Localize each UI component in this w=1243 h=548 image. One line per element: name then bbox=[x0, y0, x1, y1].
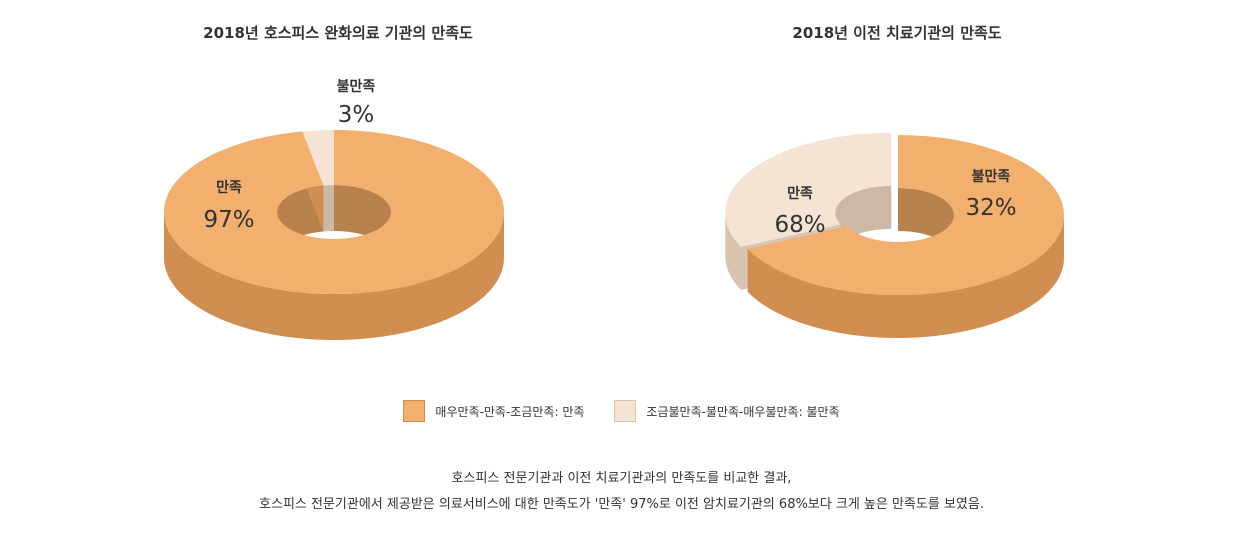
slice-label-satisfied: 만족 bbox=[216, 180, 242, 196]
pie-slice-top bbox=[747, 135, 1064, 296]
legend-item-dissatisfied: 조금불만족-불만족-매우불만족: 불만족 bbox=[614, 400, 840, 422]
pie-slice-inner-wall bbox=[898, 188, 954, 258]
legend-label-satisfied: 매우만족-만족-조금만족: 만족 bbox=[435, 404, 585, 419]
caption-line-2: 호스피스 전문기관에서 제공받은 의료서비스에 대한 만족도가 '만족' 97%… bbox=[259, 497, 984, 512]
pie-slice-top bbox=[725, 132, 892, 247]
pie-slice-satisfied bbox=[747, 135, 1064, 338]
slice-label-satisfied: 만족 bbox=[787, 186, 813, 202]
pie-slice-outer-wall bbox=[164, 212, 504, 340]
slice-value-dissatisfied: 32% bbox=[965, 195, 1016, 221]
pie-slice-satisfied bbox=[163, 130, 504, 340]
legend-label-dissatisfied: 조금불만족-불만족-매우불만족: 불만족 bbox=[646, 404, 840, 419]
slice-label-dissatisfied: 불만족 bbox=[337, 79, 376, 95]
donut-chart-hospice: 2018년 호스피스 완화의료 기관의 만족도 만족 97% 불만족 3% bbox=[163, 24, 504, 340]
pie-slice-inner-wall bbox=[323, 185, 334, 232]
legend-item-satisfied: 매우만족-만족-조금만족: 만족 bbox=[403, 400, 584, 422]
legend: 매우만족-만족-조금만족: 만족 조금불만족-불만족-매우불만족: 불만족 bbox=[0, 400, 1243, 422]
pie-slice-outer-wall bbox=[725, 212, 742, 290]
pie-slice-top bbox=[163, 130, 504, 294]
caption: 호스피스 전문기관과 이전 치료기관과의 만족도를 비교한 결과, 호스피스 전… bbox=[0, 466, 1243, 518]
chart-title-previous: 2018년 이전 치료기관의 만족도 bbox=[792, 24, 1001, 42]
legend-swatch-dissatisfied bbox=[614, 400, 637, 422]
legend-swatch-satisfied bbox=[403, 400, 426, 422]
pie-slice-inner-wall bbox=[835, 185, 892, 256]
slice-value-satisfied: 68% bbox=[774, 212, 825, 238]
donut-chart-previous: 2018년 이전 치료기관의 만족도 만족 68% 불만족 32% bbox=[725, 24, 1064, 338]
slice-value-satisfied: 97% bbox=[203, 207, 254, 233]
pie-slice-outer-wall bbox=[747, 215, 1064, 338]
slice-value-dissatisfied: 3% bbox=[338, 102, 375, 128]
caption-line-1: 호스피스 전문기관과 이전 치료기관과의 만족도를 비교한 결과, bbox=[451, 471, 792, 486]
slice-label-dissatisfied: 불만족 bbox=[972, 169, 1011, 185]
pie-slice-top bbox=[302, 130, 334, 186]
chart-title-hospice: 2018년 호스피스 완화의료 기관의 만족도 bbox=[203, 24, 473, 42]
